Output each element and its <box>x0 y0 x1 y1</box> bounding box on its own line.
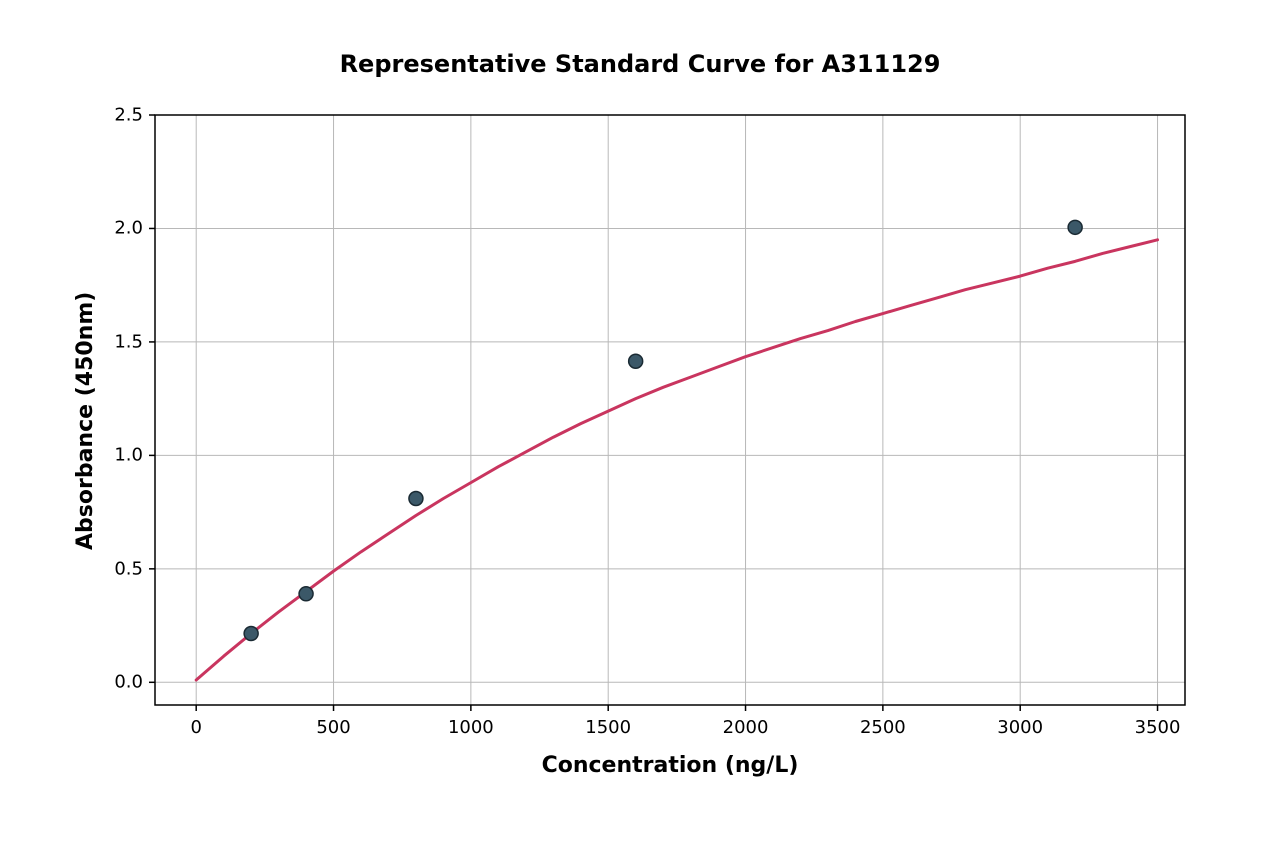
chart-container: Representative Standard Curve for A31112… <box>0 0 1280 845</box>
x-tick-label: 2500 <box>860 717 906 738</box>
y-axis-label: Absorbance (450nm) <box>73 292 98 550</box>
x-tick-label: 1500 <box>585 717 631 738</box>
y-tick-label: 1.0 <box>114 445 143 466</box>
x-tick-label: 1000 <box>448 717 494 738</box>
x-tick-label: 0 <box>190 717 201 738</box>
x-tick-label: 2000 <box>723 717 769 738</box>
x-tick-label: 3500 <box>1135 717 1181 738</box>
y-tick-label: 2.0 <box>114 218 143 239</box>
x-tick-label: 500 <box>316 717 350 738</box>
y-tick-label: 1.5 <box>114 331 143 352</box>
x-axis-label: Concentration (ng/L) <box>155 753 1185 778</box>
y-tick-label: 2.5 <box>114 105 143 126</box>
y-tick-label: 0.0 <box>114 672 143 693</box>
x-tick-label: 3000 <box>997 717 1043 738</box>
y-tick-label: 0.5 <box>114 558 143 579</box>
